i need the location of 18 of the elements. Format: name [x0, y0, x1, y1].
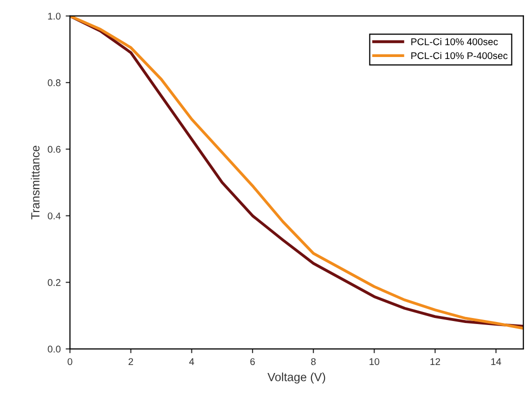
y-axis-title: Transmittance: [30, 146, 40, 220]
legend-label: PCL-Ci 10% 400sec: [411, 38, 498, 46]
y-tick-label: 0.0: [48, 346, 61, 353]
y-tick-label: 0.8: [48, 79, 61, 86]
y-tick-label: 0.2: [48, 279, 60, 286]
x-tick-label: 4: [189, 358, 194, 365]
x-tick-label: 0: [68, 358, 72, 366]
x-tick-label: 10: [370, 358, 380, 366]
y-tick-label: 0.4: [48, 212, 61, 220]
y-tick-label: 1.0: [48, 12, 61, 20]
x-tick-label: 2: [128, 358, 134, 365]
x-tick-label: 14: [491, 358, 502, 365]
y-tick-label: 0.6: [48, 146, 61, 153]
x-tick-label: 8: [311, 358, 316, 366]
x-axis-title: Voltage (V): [268, 372, 326, 384]
legend-label: PCL-Ci 10% P-400sec: [411, 52, 508, 60]
x-tick-label: 6: [250, 358, 255, 366]
x-tick-label: 12: [430, 358, 440, 365]
